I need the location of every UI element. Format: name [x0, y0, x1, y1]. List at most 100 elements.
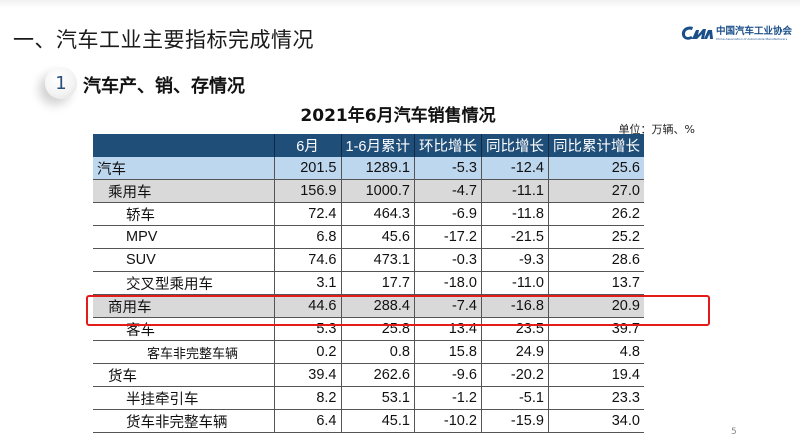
cell-ytd: 17.7: [340, 271, 415, 295]
cell-mom: 15.8: [413, 340, 482, 364]
table-row: 汽车 201.5 1289.1 -5.3 -12.4 25.6: [93, 157, 644, 180]
page-number: 5: [731, 427, 737, 437]
cell-ytd-yoy: 25.2: [547, 225, 644, 249]
table-row: 货车 39.4 262.6 -9.6 -20.2 19.4: [93, 363, 644, 387]
cell-ytd-yoy: 4.8: [547, 340, 644, 364]
cell-ytd-yoy: 25.6: [547, 157, 644, 180]
column-header-yoy: 同比增长: [480, 134, 549, 157]
cell-mom: 13.4: [413, 317, 482, 341]
cell-june: 44.6: [273, 294, 341, 318]
cell-yoy: 23.5: [480, 317, 549, 341]
cell-june: 6.4: [273, 409, 341, 433]
table-row: 客车非完整车辆 0.2 0.8 15.8 24.9 4.8: [93, 340, 644, 364]
cell-ytd: 25.8: [340, 317, 415, 341]
cell-ytd-yoy: 20.9: [547, 294, 644, 318]
row-label: 半挂牵引车: [93, 386, 274, 410]
cell-mom: -4.7: [413, 179, 482, 203]
table-title-text: 2021年6月汽车销售情况: [300, 106, 496, 126]
row-label: 轿车: [93, 202, 274, 226]
cell-ytd-yoy: 39.7: [547, 317, 644, 341]
cell-mom: -7.4: [413, 294, 482, 318]
cell-yoy: -9.3: [480, 248, 549, 272]
table-title: 2021年6月汽车销售情况: [0, 101, 800, 126]
cell-june: 0.2: [273, 340, 341, 364]
table-header-row: 6月 1-6月累计 环比增长 同比增长 同比累计增长: [93, 134, 644, 157]
sales-table: 6月 1-6月累计 环比增长 同比增长 同比累计增长 汽车 201.5 1289…: [93, 134, 644, 433]
cell-ytd: 473.1: [340, 248, 415, 272]
column-header-ytd-yoy: 同比累计增长: [547, 134, 644, 157]
logo-name-en: China Association of Automobile Manufact…: [716, 36, 788, 41]
cell-mom: -0.3: [413, 248, 482, 272]
caam-logo: 中国汽车工业协会 China Association of Automobile…: [680, 22, 800, 44]
cell-yoy: -12.4: [480, 157, 549, 180]
caam-logo-icon: [681, 26, 713, 40]
cell-mom: -18.0: [413, 271, 482, 295]
cell-mom: -6.9: [413, 202, 482, 226]
cell-ytd-yoy: 34.0: [547, 409, 644, 433]
table-row: 货车非完整车辆 6.4 45.1 -10.2 -15.9 34.0: [93, 409, 644, 433]
column-header-mom: 环比增长: [413, 134, 482, 157]
cell-ytd-yoy: 19.4: [547, 363, 644, 387]
cell-june: 72.4: [273, 202, 341, 226]
cell-ytd: 45.6: [340, 225, 415, 249]
table-row: MPV 6.8 45.6 -17.2 -21.5 25.2: [93, 225, 644, 249]
cell-june: 6.8: [273, 225, 341, 249]
table-row-highlighted: 商用车 44.6 288.4 -7.4 -16.8 20.9: [93, 294, 644, 318]
column-header-category: [93, 134, 274, 157]
row-label: 客车: [93, 317, 274, 341]
row-label: 乘用车: [93, 179, 274, 203]
cell-june: 5.3: [273, 317, 341, 341]
table-row: 半挂牵引车 8.2 53.1 -1.2 -5.1 23.3: [93, 386, 644, 410]
cell-ytd: 1000.7: [340, 179, 415, 203]
cell-yoy: -20.2: [480, 363, 549, 387]
cell-yoy: -15.9: [480, 409, 549, 433]
column-header-june: 6月: [273, 134, 341, 157]
cell-mom: -10.2: [413, 409, 482, 433]
cell-ytd-yoy: 26.2: [547, 202, 644, 226]
cell-yoy: -5.1: [480, 386, 549, 410]
cell-mom: -1.2: [413, 386, 482, 410]
cell-june: 201.5: [273, 157, 341, 180]
row-label: 交叉型乘用车: [93, 271, 274, 295]
unit-label: 单位：万辆、%: [618, 123, 695, 136]
table-row: 交叉型乘用车 3.1 17.7 -18.0 -11.0 13.7: [93, 271, 644, 295]
section-title: 汽车产、销、存情况: [83, 76, 245, 97]
cell-yoy: -11.0: [480, 271, 549, 295]
column-header-ytd: 1-6月累计: [340, 134, 415, 157]
cell-mom: -5.3: [413, 157, 482, 180]
row-label: 汽车: [93, 157, 274, 180]
cell-ytd: 464.3: [340, 202, 415, 226]
cell-june: 156.9: [273, 179, 341, 203]
row-label: SUV: [93, 248, 274, 272]
page-title: 一、汽车工业主要指标完成情况: [13, 28, 314, 52]
row-label: 货车非完整车辆: [93, 409, 274, 433]
cell-ytd: 262.6: [340, 363, 415, 387]
table-row: 轿车 72.4 464.3 -6.9 -11.8 26.2: [93, 202, 644, 226]
cell-june: 3.1: [273, 271, 341, 295]
cell-ytd: 1289.1: [340, 157, 415, 180]
row-label: 客车非完整车辆: [93, 340, 274, 364]
cell-ytd: 45.1: [340, 409, 415, 433]
cell-june: 39.4: [273, 363, 341, 387]
cell-ytd: 0.8: [340, 340, 415, 364]
cell-ytd-yoy: 28.6: [547, 248, 644, 272]
cell-june: 74.6: [273, 248, 341, 272]
cell-yoy: -21.5: [480, 225, 549, 249]
cell-ytd-yoy: 27.0: [547, 179, 644, 203]
cell-ytd: 53.1: [340, 386, 415, 410]
cell-mom: -17.2: [413, 225, 482, 249]
table-row: 客车 5.3 25.8 13.4 23.5 39.7: [93, 317, 644, 341]
cell-yoy: -16.8: [480, 294, 549, 318]
logo-name-cn: 中国汽车工业协会: [716, 25, 793, 37]
cell-ytd-yoy: 13.7: [547, 271, 644, 295]
cell-ytd-yoy: 23.3: [547, 386, 644, 410]
row-label: MPV: [93, 225, 274, 249]
top-shadow-bar: [0, 0, 800, 8]
cell-ytd: 288.4: [340, 294, 415, 318]
row-label: 商用车: [93, 294, 274, 318]
table-row: 乘用车 156.9 1000.7 -4.7 -11.1 27.0: [93, 179, 644, 203]
section-number-badge: 1: [45, 67, 77, 99]
row-label: 货车: [93, 363, 274, 387]
table-row: SUV 74.6 473.1 -0.3 -9.3 28.6: [93, 248, 644, 272]
cell-yoy: -11.8: [480, 202, 549, 226]
